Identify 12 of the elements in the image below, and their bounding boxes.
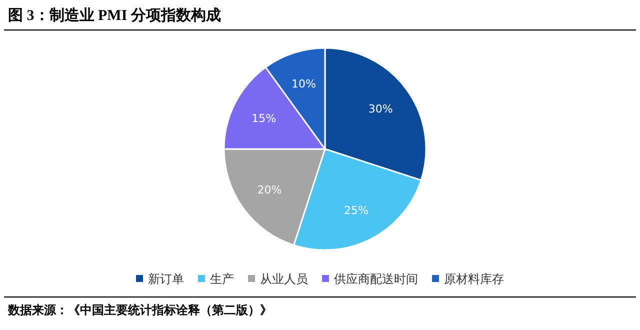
- data-label: 15%: [252, 112, 276, 125]
- chart-title: 图 3：制造业 PMI 分项指数构成: [8, 7, 221, 24]
- legend-label: 从业人员: [260, 272, 308, 286]
- legend-label: 原材料库存: [444, 272, 504, 286]
- legend-label: 供应商配送时间: [334, 272, 418, 286]
- data-label: 30%: [368, 102, 393, 116]
- legend-label: 新订单: [148, 272, 184, 286]
- legend-label: 生产: [210, 272, 234, 286]
- data-label: 10%: [292, 78, 316, 91]
- data-label: 20%: [257, 183, 282, 196]
- source-note: 数据来源：《中国主要统计指标诠释（第二版）》: [7, 303, 272, 317]
- data-label: 25%: [344, 204, 368, 218]
